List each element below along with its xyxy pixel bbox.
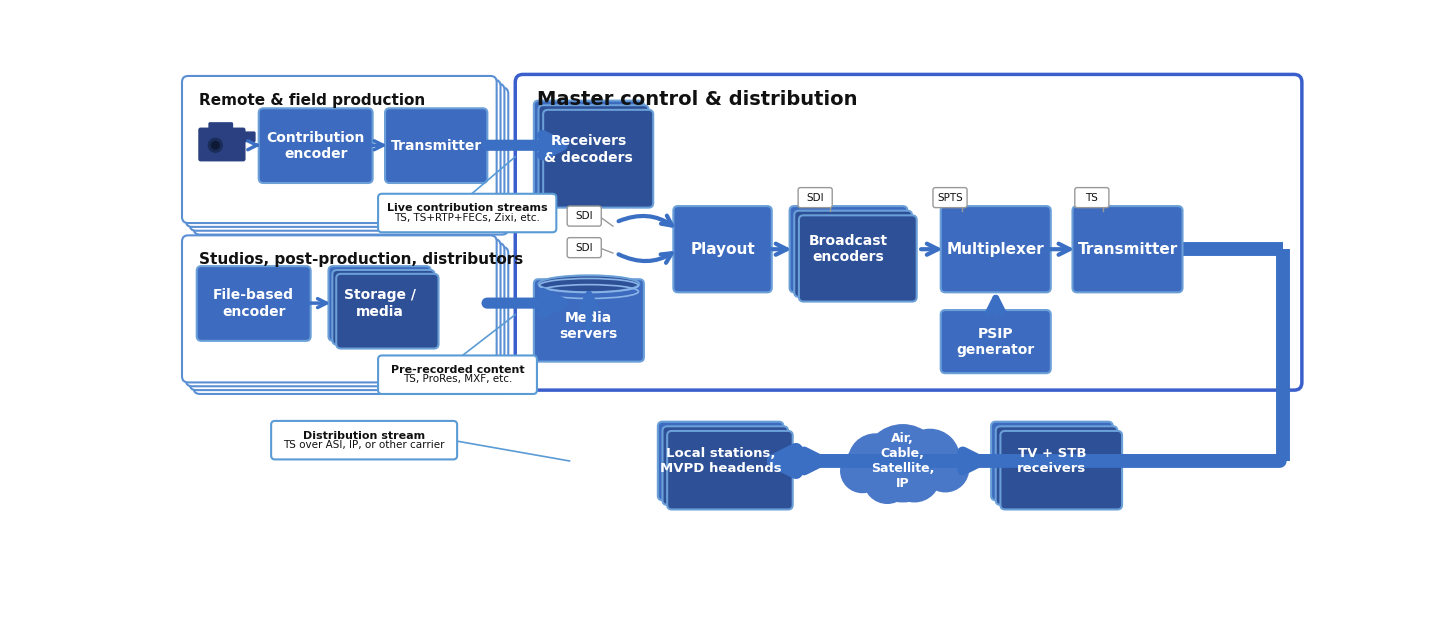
Text: TS: TS: [1085, 192, 1098, 203]
FancyBboxPatch shape: [189, 243, 504, 390]
Text: Remote & field production: Remote & field production: [199, 93, 425, 108]
Text: TS over ASI, IP, or other carrier: TS over ASI, IP, or other carrier: [284, 440, 446, 450]
FancyBboxPatch shape: [543, 110, 654, 208]
FancyBboxPatch shape: [271, 421, 457, 460]
FancyBboxPatch shape: [182, 76, 496, 223]
FancyBboxPatch shape: [996, 426, 1117, 505]
Text: Live contribution streams: Live contribution streams: [387, 203, 547, 213]
FancyBboxPatch shape: [568, 237, 601, 258]
FancyBboxPatch shape: [941, 206, 1051, 292]
FancyBboxPatch shape: [379, 194, 556, 232]
FancyBboxPatch shape: [539, 105, 648, 203]
Text: SDI: SDI: [575, 211, 593, 221]
Text: Multiplexer: Multiplexer: [946, 242, 1044, 257]
Circle shape: [900, 429, 960, 488]
FancyBboxPatch shape: [534, 279, 644, 361]
FancyBboxPatch shape: [992, 422, 1112, 500]
Ellipse shape: [539, 275, 639, 292]
FancyBboxPatch shape: [186, 80, 501, 227]
FancyBboxPatch shape: [789, 206, 907, 292]
Text: Broadcast
encoders: Broadcast encoders: [810, 234, 888, 265]
FancyBboxPatch shape: [798, 187, 833, 208]
Text: Air,
Cable,
Satellite,
IP: Air, Cable, Satellite, IP: [871, 432, 935, 490]
FancyBboxPatch shape: [384, 108, 488, 183]
FancyBboxPatch shape: [189, 84, 504, 231]
Circle shape: [204, 134, 226, 156]
FancyBboxPatch shape: [194, 247, 508, 394]
Text: TS, TS+RTP+FECs, Zixi, etc.: TS, TS+RTP+FECs, Zixi, etc.: [395, 213, 540, 223]
Circle shape: [211, 141, 220, 149]
FancyBboxPatch shape: [182, 235, 496, 382]
FancyBboxPatch shape: [534, 101, 644, 198]
Circle shape: [840, 449, 884, 492]
FancyBboxPatch shape: [515, 75, 1302, 390]
Text: SDI: SDI: [807, 192, 824, 203]
Circle shape: [208, 139, 223, 152]
Text: TS, ProRes, MXF, etc.: TS, ProRes, MXF, etc.: [403, 374, 513, 384]
Text: Playout: Playout: [690, 242, 756, 257]
FancyBboxPatch shape: [1000, 431, 1123, 510]
FancyBboxPatch shape: [799, 215, 917, 301]
FancyBboxPatch shape: [194, 87, 508, 235]
FancyBboxPatch shape: [242, 132, 256, 142]
FancyBboxPatch shape: [336, 274, 438, 349]
FancyBboxPatch shape: [568, 206, 601, 226]
Text: TV + STB
receivers: TV + STB receivers: [1018, 447, 1086, 475]
FancyBboxPatch shape: [332, 270, 435, 345]
FancyBboxPatch shape: [259, 108, 373, 183]
Circle shape: [922, 446, 968, 492]
Text: Studios, post-production, distributors: Studios, post-production, distributors: [199, 251, 523, 266]
Circle shape: [849, 434, 903, 488]
Text: Local stations,
MVPD headends: Local stations, MVPD headends: [660, 447, 782, 475]
Text: Contribution
encoder: Contribution encoder: [266, 130, 365, 161]
Circle shape: [863, 425, 942, 502]
Text: Receivers
& decoders: Receivers & decoders: [545, 134, 633, 165]
FancyBboxPatch shape: [662, 426, 788, 505]
FancyBboxPatch shape: [658, 422, 783, 500]
Text: Storage /
media: Storage / media: [344, 289, 415, 318]
Text: Pre-recorded content: Pre-recorded content: [390, 365, 524, 375]
FancyBboxPatch shape: [933, 187, 967, 208]
FancyBboxPatch shape: [329, 266, 431, 341]
FancyBboxPatch shape: [208, 122, 233, 133]
FancyBboxPatch shape: [795, 211, 911, 297]
Circle shape: [863, 457, 910, 503]
FancyBboxPatch shape: [379, 356, 537, 394]
Text: Master control & distribution: Master control & distribution: [537, 90, 858, 109]
FancyBboxPatch shape: [673, 206, 772, 292]
FancyBboxPatch shape: [941, 310, 1051, 373]
Text: PSIP
generator: PSIP generator: [957, 327, 1035, 357]
Circle shape: [888, 451, 941, 502]
Text: Transmitter: Transmitter: [390, 139, 482, 153]
FancyBboxPatch shape: [1073, 206, 1182, 292]
FancyBboxPatch shape: [198, 128, 246, 161]
Text: Transmitter: Transmitter: [1077, 242, 1178, 257]
Text: SPTS: SPTS: [938, 192, 962, 203]
FancyBboxPatch shape: [1075, 187, 1109, 208]
Text: Media
servers: Media servers: [559, 311, 617, 341]
FancyBboxPatch shape: [186, 239, 501, 386]
FancyBboxPatch shape: [667, 431, 792, 510]
Text: SDI: SDI: [575, 242, 593, 253]
Text: File-based
encoder: File-based encoder: [213, 289, 294, 318]
Text: Distribution stream: Distribution stream: [303, 430, 425, 441]
FancyBboxPatch shape: [197, 266, 310, 341]
